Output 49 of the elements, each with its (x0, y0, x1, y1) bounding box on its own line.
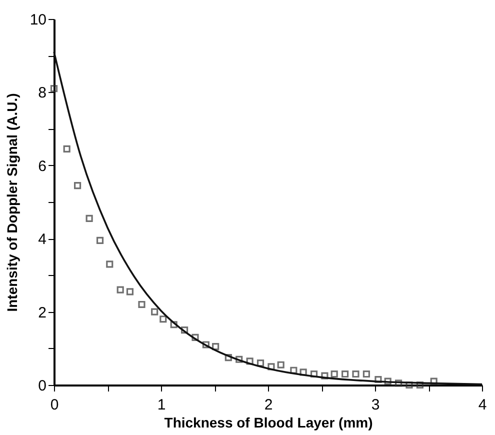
point (126, 288, 134, 296)
point (86, 214, 93, 222)
point (300, 368, 307, 376)
y-tick-label: 0 (38, 378, 46, 394)
x-axis-title: Thickness of Blood Layer (mm) (164, 414, 373, 430)
y-tick-label: 8 (38, 84, 46, 102)
point (342, 370, 349, 378)
x-tick-label: 4 (478, 396, 487, 414)
point (192, 334, 199, 341)
x-tick-label: 2 (264, 396, 273, 414)
point (212, 343, 220, 350)
point (384, 378, 392, 385)
point (116, 286, 124, 294)
x-tick-label: 0 (50, 396, 59, 414)
point (256, 360, 264, 367)
point (96, 236, 104, 244)
point (374, 376, 382, 384)
point (310, 370, 318, 378)
point (330, 370, 338, 378)
y-tick-label: 10 (30, 12, 46, 28)
point (74, 182, 82, 190)
point (170, 321, 178, 328)
point (236, 356, 243, 363)
point (202, 341, 210, 348)
point (352, 370, 360, 378)
point (181, 326, 188, 334)
y-tick-label: 6 (38, 158, 46, 175)
point (50, 85, 58, 92)
y-tick-label: 4 (38, 231, 46, 248)
x-tick-label: 3 (371, 396, 380, 414)
point (138, 300, 146, 308)
point (246, 358, 254, 365)
point (416, 381, 424, 389)
point (277, 361, 284, 368)
y-tick-label: 2 (38, 304, 46, 322)
point (362, 370, 370, 378)
point (63, 145, 70, 152)
point (151, 308, 158, 316)
point (406, 381, 413, 389)
y-axis-title: Intensity of Doppler Signal (A.U.) (4, 93, 20, 312)
point (106, 260, 114, 268)
point (395, 380, 402, 387)
point (321, 372, 328, 380)
x-tick-label: 1 (157, 396, 166, 414)
point (160, 316, 167, 323)
point (290, 366, 298, 374)
point (430, 378, 438, 385)
point (268, 363, 275, 370)
point (224, 354, 232, 362)
